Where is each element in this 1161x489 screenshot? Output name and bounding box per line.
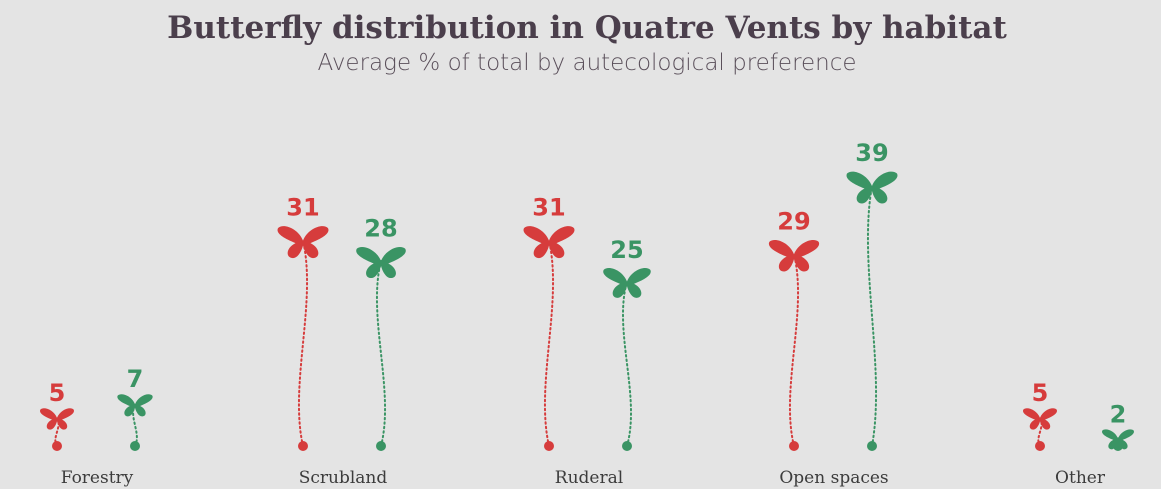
chart-title: Butterfly distribution in Quatre Vents b… xyxy=(167,10,1007,46)
value-label: 25 xyxy=(610,236,643,264)
base-dot xyxy=(622,441,632,451)
butterfly-stem xyxy=(1023,408,1057,451)
value-label: 5 xyxy=(1032,379,1049,407)
butterfly-stem xyxy=(846,171,898,451)
butterfly-stem xyxy=(277,226,329,451)
value-label: 31 xyxy=(286,194,319,222)
base-dot xyxy=(1035,441,1045,451)
x-tick-label: Other xyxy=(1055,468,1106,488)
base-dot xyxy=(298,441,308,451)
butterfly xyxy=(40,408,74,430)
butterfly xyxy=(603,268,651,298)
butterfly xyxy=(846,171,898,204)
value-label: 2 xyxy=(1110,401,1127,429)
butterfly xyxy=(117,394,153,417)
value-label: 28 xyxy=(364,215,397,243)
base-dot xyxy=(376,441,386,451)
x-tick-label: Ruderal xyxy=(555,468,623,488)
value-label: 7 xyxy=(127,365,144,393)
base-dot xyxy=(52,441,62,451)
value-label: 29 xyxy=(777,208,810,236)
butterfly-stem xyxy=(117,394,153,451)
value-label: 39 xyxy=(855,139,888,167)
value-label: 5 xyxy=(49,379,66,407)
base-dot xyxy=(130,441,140,451)
butterfly-stem xyxy=(603,268,651,451)
x-tick-label: Scrubland xyxy=(299,468,388,488)
base-dot xyxy=(867,441,877,451)
stem xyxy=(866,185,878,447)
stem xyxy=(375,260,387,447)
base-dot xyxy=(789,441,799,451)
butterfly-stem xyxy=(356,246,406,451)
butterfly-stem xyxy=(768,239,820,451)
chart-subtitle: Average % of total by autecological pref… xyxy=(317,50,856,76)
butterfly xyxy=(356,246,406,279)
stem xyxy=(297,239,309,447)
butterfly-stem xyxy=(523,226,575,451)
x-tick-label: Open spaces xyxy=(779,468,888,488)
butterfly-stem xyxy=(1102,429,1134,451)
butterfly xyxy=(277,226,329,259)
butterfly xyxy=(1102,429,1134,450)
base-dot xyxy=(544,441,554,451)
stem xyxy=(543,239,555,447)
stem xyxy=(621,280,633,447)
butterfly xyxy=(1023,408,1057,430)
stem xyxy=(788,253,800,447)
x-tick-label: Forestry xyxy=(61,468,134,488)
butterfly xyxy=(768,239,820,272)
butterfly-stem xyxy=(40,408,74,451)
value-label: 31 xyxy=(532,194,565,222)
butterfly xyxy=(523,226,575,259)
